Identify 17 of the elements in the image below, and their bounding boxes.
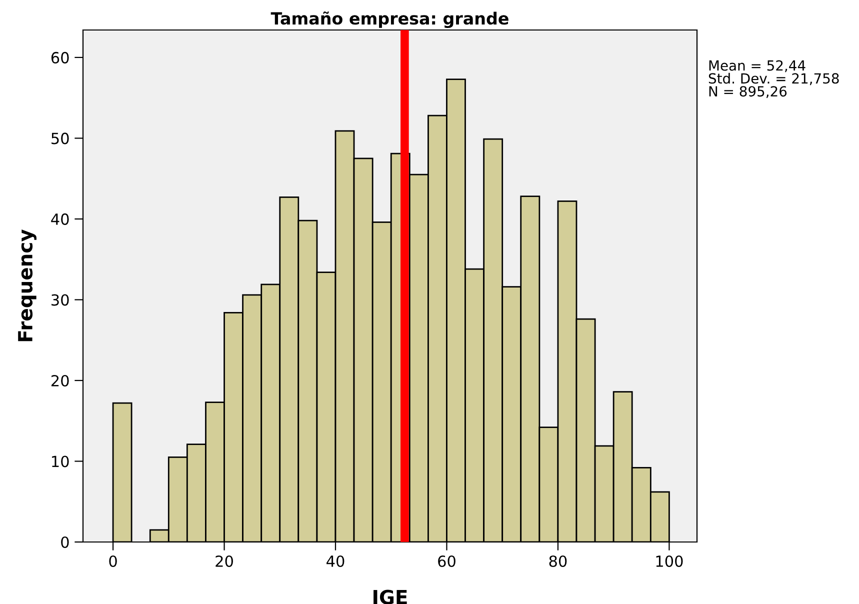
y-tick-label: 50	[52, 132, 69, 144]
y-tick-label: 20	[51, 374, 69, 387]
y-tick-label: 30	[52, 294, 69, 306]
x-tick-label: 20	[216, 555, 233, 568]
y-tick-label: 60	[51, 52, 69, 64]
x-tick-label: 100	[656, 555, 683, 568]
chart-title: Tamaño empresa: grande	[270, 11, 508, 28]
y-tick-label: 10	[52, 456, 69, 468]
x-tick-label: 80	[549, 555, 567, 568]
y-tick-label: 40	[51, 213, 69, 225]
x-tick-label: 60	[438, 555, 456, 568]
text: Mean = 52,44 Std. Dev. = 21,758 N = 895,26	[708, 60, 839, 98]
x-tick-label: 0	[109, 555, 117, 568]
x-tick-label: 40	[326, 555, 344, 568]
y-axis-title: Frequency	[18, 229, 36, 342]
x-axis-title: IGE	[374, 590, 407, 604]
y-tick-label: 0	[61, 536, 69, 548]
